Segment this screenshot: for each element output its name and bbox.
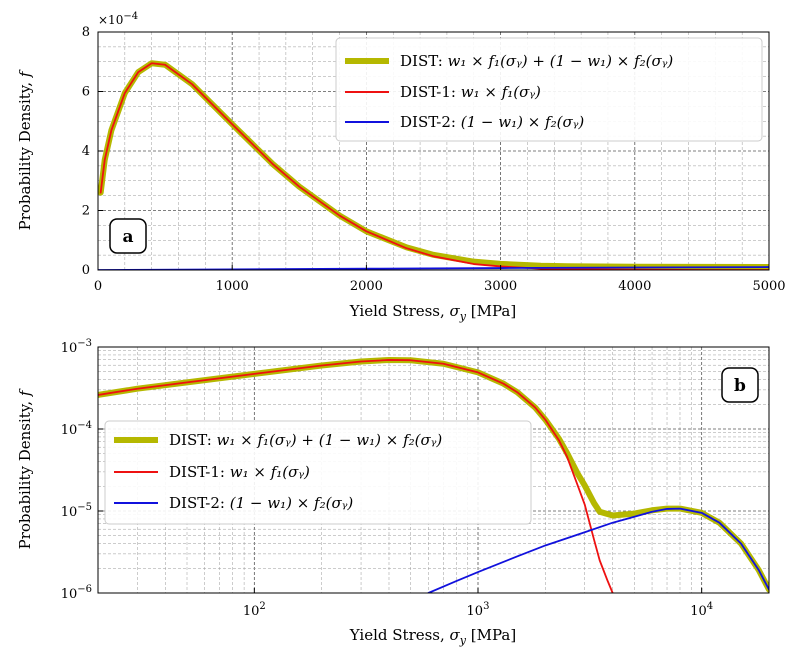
- panel-a: 0 1000 2000 3000 4000 5000 0 2 4 6 8 ×10−4 Yield S…: [16, 11, 786, 323]
- x-tick-label: 5000: [752, 279, 785, 294]
- y-tick-label: 2: [82, 204, 90, 219]
- panel-a-legend-box: [335, 37, 763, 142]
- y-tick-label: 6: [82, 85, 90, 100]
- panel-b-ticks: 102 103 104 10−6 10−5 10−4 10−3: [61, 338, 713, 619]
- panel-a-xlabel: Yield Stress, σy [MPa]: [349, 302, 516, 323]
- panel-b-frame: [97, 346, 770, 594]
- x-tick-label: 3000: [484, 279, 517, 294]
- panel-a-legend-dist: DIST: w₁ × f₁(σᵧ) + (1 − w₁) × f₂(σᵧ): [400, 52, 673, 70]
- x-tick-label: 2000: [350, 279, 383, 294]
- panel-a-ticks: 0 1000 2000 3000 4000 5000 0 2 4 6 8: [82, 25, 786, 294]
- y-tick-label: 10−4: [61, 420, 92, 438]
- x-tick-label: 103: [467, 601, 490, 619]
- panel-b-tag: b: [721, 367, 759, 403]
- panel-a-y-multiplier: ×10−4: [98, 11, 138, 27]
- panel-b-series-dist1: [98, 359, 614, 593]
- x-tick-label: 1000: [216, 279, 249, 294]
- panel-b-xlabel: Yield Stress, σy [MPa]: [349, 626, 516, 647]
- panel-b-series: [98, 356, 769, 593]
- panel-a-ylabel: Probability Density, f: [16, 69, 34, 230]
- panel-b-legend-box: [104, 420, 532, 525]
- x-tick-label: 102: [243, 601, 266, 619]
- panel-a-tag-label: a: [122, 227, 133, 247]
- panel-b-ylabel: Probability Density, f: [16, 388, 34, 549]
- y-tick-label: 10−3: [61, 338, 92, 356]
- y-tick-label: 0: [82, 263, 90, 278]
- y-tick-label: 4: [82, 144, 90, 159]
- panel-a-tag: a: [109, 218, 147, 254]
- y-tick-label: 10−6: [61, 584, 92, 602]
- y-tick-label: 8: [82, 25, 90, 40]
- x-tick-label: 4000: [618, 279, 651, 294]
- x-tick-label: 0: [94, 279, 102, 294]
- panel-b-legend-dist1: DIST-1: w₁ × f₁(σᵧ): [169, 463, 310, 481]
- x-tick-label: 104: [690, 601, 713, 619]
- y-tick-label: 10−5: [61, 502, 92, 520]
- panel-b-tag-label: b: [734, 376, 746, 396]
- panel-b-legend: DIST: w₁ × f₁(σᵧ) + (1 − w₁) × f₂(σᵧ) DI…: [104, 420, 532, 525]
- panel-b: 102 103 104 10−6 10−5 10−4 10−3 Yield Stress, …: [16, 338, 770, 647]
- panel-b-legend-dist: DIST: w₁ × f₁(σᵧ) + (1 − w₁) × f₂(σᵧ): [169, 431, 442, 449]
- panel-a-legend: DIST: w₁ × f₁(σᵧ) + (1 − w₁) × f₂(σᵧ) DI…: [335, 37, 763, 142]
- panel-a-legend-dist2: DIST-2: (1 − w₁) × f₂(σᵧ): [400, 113, 584, 131]
- panel-b-series-dist2: [427, 507, 769, 593]
- panel-b-legend-dist2: DIST-2: (1 − w₁) × f₂(σᵧ): [169, 494, 353, 512]
- panel-a-legend-dist1: DIST-1: w₁ × f₁(σᵧ): [400, 83, 541, 101]
- panel-a-series-dist1: [99, 62, 769, 270]
